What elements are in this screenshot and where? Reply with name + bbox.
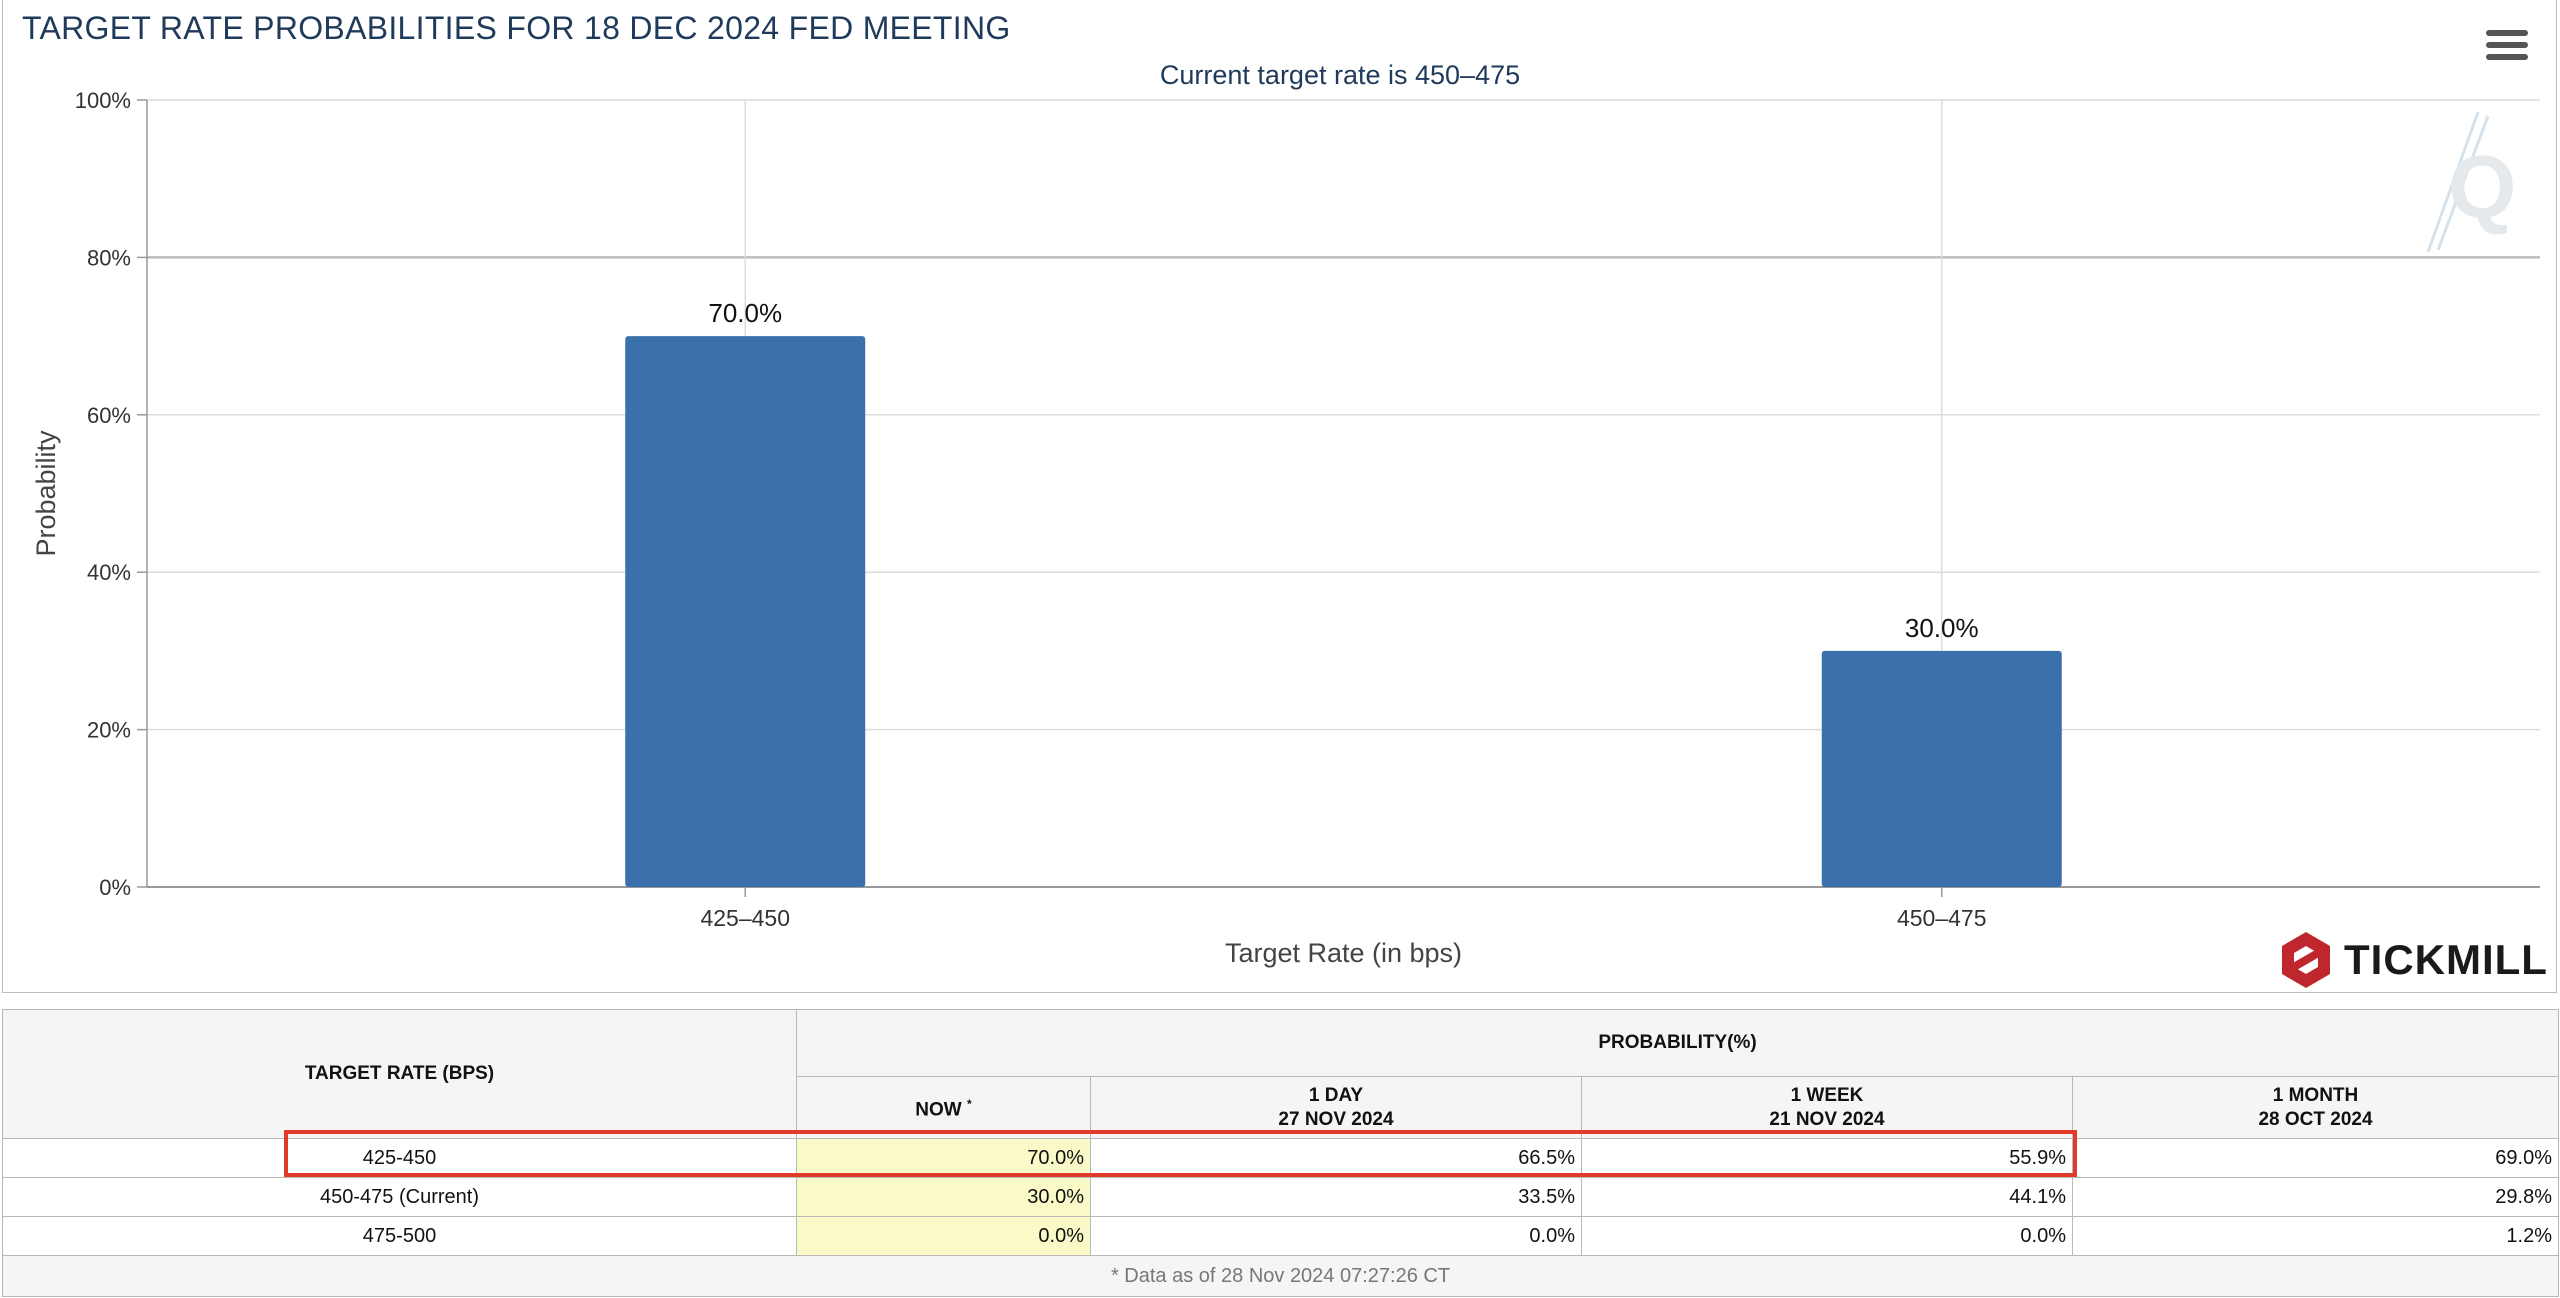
chart-panel — [2, 0, 2557, 993]
grid-lines — [137, 99, 2540, 897]
y-tick-label: 0% — [99, 875, 131, 900]
y-tick-label: 40% — [87, 560, 131, 585]
rate-cell: 425-450 — [2, 1138, 797, 1178]
col-header-label: 1 WEEK — [1790, 1084, 1864, 1106]
bar-chart: 0% 20% 40% 60% 80% 100% 70.0% 425–450 30.0% 450–4… — [31, 88, 2540, 968]
value-cell: 69.0% — [2071, 1138, 2560, 1178]
q-watermark-icon: Q — [2426, 112, 2516, 252]
footnote: * Data as of 28 Nov 2024 07:27:26 CT — [1, 1255, 2560, 1297]
rate-cell: 450-475 (Current) — [2, 1177, 797, 1217]
chart-subtitle: Current target rate is 450–475 — [1159, 60, 1521, 90]
x-tick-label: 450–475 — [1897, 905, 1987, 931]
col-header-label: NOW — [915, 1099, 962, 1121]
value-cell: 29.8% — [2071, 1177, 2560, 1217]
col-header-1month: 1 MONTH 28 OCT 2024 — [2071, 1076, 2560, 1139]
y-axis-title: Probability — [31, 430, 61, 557]
probability-table: TARGET RATE (BPS) PROBABILITY(%) NOW * 1… — [1, 1009, 2560, 1297]
value-cell: 0.0% — [1090, 1216, 1582, 1256]
x-axis-title: Target Rate (in bps) — [1225, 938, 1462, 968]
col-header-now: NOW * — [796, 1076, 1091, 1139]
data-label: 70.0% — [708, 298, 782, 328]
col-header-date: 21 NOV 2024 — [1769, 1108, 1885, 1130]
bars — [625, 336, 2062, 888]
table-row: 450-475 (Current) 30.0% 33.5% 44.1% 29.8… — [2, 1177, 2560, 1217]
bar — [625, 336, 866, 888]
y-tick-label: 20% — [87, 718, 131, 743]
value-cell: 33.5% — [1090, 1177, 1582, 1217]
svg-text:Q: Q — [2448, 137, 2516, 236]
tickmill-logo-icon — [2282, 932, 2330, 988]
col-header-date: 28 OCT 2024 — [2258, 1108, 2373, 1130]
bar — [1821, 650, 2062, 887]
labels: 0% 20% 40% 60% 80% 100% 70.0% 425–450 30.0% 450–4… — [31, 88, 1987, 968]
x-tick-label: 425–450 — [700, 905, 790, 931]
value-cell-now: 70.0% — [796, 1138, 1091, 1178]
value-cell: 1.2% — [2071, 1216, 2560, 1256]
table-row: 425-450 70.0% 66.5% 55.9% 69.0% — [2, 1138, 2560, 1178]
value-cell: 55.9% — [1581, 1138, 2073, 1178]
col-header-label: 1 DAY — [1308, 1084, 1364, 1106]
tickmill-logo: TICKMILL — [2278, 930, 2547, 990]
y-tick-label: 60% — [87, 403, 131, 428]
probability-header: PROBABILITY(%) — [795, 1009, 2560, 1077]
value-cell-now: 0.0% — [796, 1216, 1091, 1256]
value-cell: 44.1% — [1581, 1177, 2073, 1217]
value-cell: 66.5% — [1090, 1138, 1582, 1178]
hamburger-icon[interactable] — [2486, 30, 2528, 64]
y-tick-label: 80% — [87, 245, 131, 270]
tickmill-wordmark: TICKMILL — [2344, 936, 2548, 983]
rate-cell: 475-500 — [2, 1216, 797, 1256]
footnote-row: * Data as of 28 Nov 2024 07:27:26 CT — [1, 1255, 2560, 1297]
col-header-label: 1 MONTH — [2272, 1084, 2359, 1106]
y-tick-label: 100% — [75, 88, 131, 113]
value-cell: 0.0% — [1581, 1216, 2073, 1256]
chart-title: TARGET RATE PROBABILITIES FOR 18 DEC 202… — [22, 10, 1011, 46]
rate-header: TARGET RATE (BPS) — [2, 1009, 797, 1139]
col-header-1day: 1 DAY 27 NOV 2024 — [1090, 1076, 1582, 1139]
value-cell-now: 30.0% — [796, 1177, 1091, 1217]
data-label: 30.0% — [1905, 613, 1979, 643]
col-header-marker: * — [967, 1097, 972, 1112]
col-header-1week: 1 WEEK 21 NOV 2024 — [1581, 1076, 2073, 1139]
table-row: 475-500 0.0% 0.0% 0.0% 1.2% — [2, 1216, 2560, 1256]
col-header-date: 27 NOV 2024 — [1278, 1108, 1394, 1130]
